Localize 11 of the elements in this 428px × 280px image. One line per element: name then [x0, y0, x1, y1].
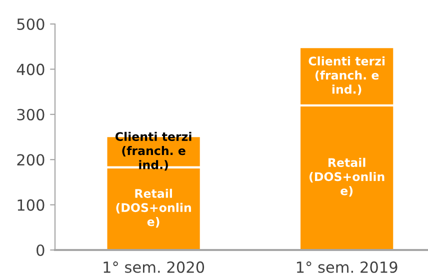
x-tick-label: 1° sem. 2020 — [104, 261, 204, 273]
y-tick-label: 100 — [18, 199, 44, 211]
y-tick-label: 0 — [36, 244, 44, 256]
y-tick-label: 200 — [17, 154, 44, 166]
x-tick-label: 1° sem. 2019 — [296, 261, 398, 273]
text: Clienti terzi (franch. e ind.) — [308, 56, 385, 96]
y-tick-label: 400 — [16, 64, 44, 76]
y-tick-label: 300 — [17, 108, 44, 120]
series-label: Retail (DOS+onlin e) — [116, 188, 191, 228]
text: Retail (DOS+onlin e) — [310, 158, 384, 197]
y-tick-label: 500 — [17, 18, 44, 30]
